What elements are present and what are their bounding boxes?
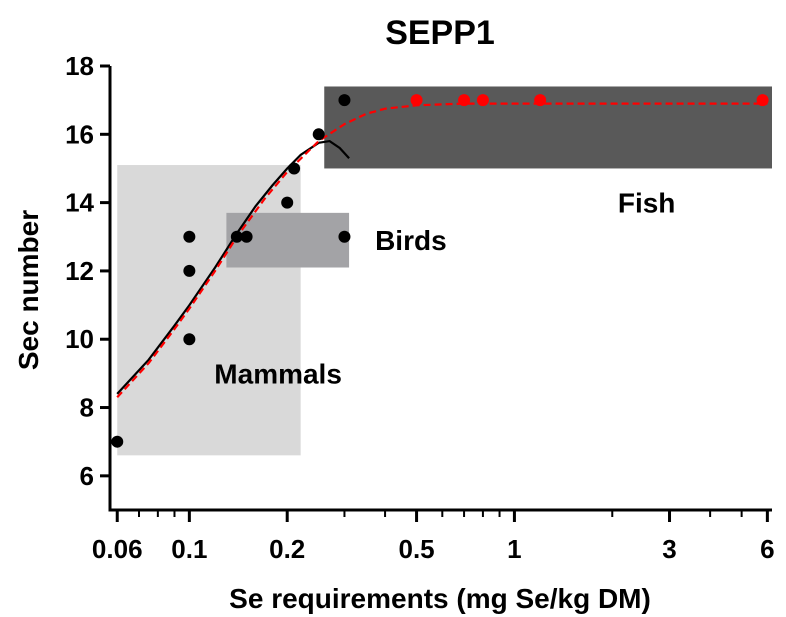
data-point-1-11 — [338, 230, 351, 243]
region-fish — [324, 86, 772, 169]
data-point-2-1 — [410, 94, 423, 107]
region-layer — [117, 86, 772, 456]
x-tick-layer: 0.06 0.1 0.2 0.5 1 3 6 — [92, 510, 775, 564]
chart-title: SEPP1 — [385, 14, 495, 52]
data-point-1-7 — [281, 196, 294, 209]
x-tick-label-6: 6 — [760, 534, 774, 564]
x-tick-label-0.06: 0.06 — [92, 534, 143, 564]
data-point-1-5 — [230, 230, 243, 243]
x-tick-label-3: 3 — [662, 534, 676, 564]
x-axis-label: Se requirements (mg Se/kg DM) — [229, 583, 651, 614]
region-label-fish: Fish — [618, 188, 676, 219]
x-tick-label-0.1: 0.1 — [171, 534, 207, 564]
data-point-2-5 — [756, 94, 769, 107]
data-point-1-6 — [240, 230, 253, 243]
data-point-1-9 — [312, 128, 325, 141]
data-point-layer — [111, 94, 769, 448]
region-label-layer: Mammals Birds Fish — [214, 188, 675, 390]
y-tick-label-12: 12 — [65, 256, 94, 286]
data-point-1-1 — [111, 435, 124, 448]
y-tick-layer: 6 8 10 12 14 16 18 — [65, 51, 110, 491]
y-tick-label-16: 16 — [65, 119, 94, 149]
data-point-1-2 — [183, 230, 196, 243]
x-tick-label-1: 1 — [507, 534, 521, 564]
y-tick-label-10: 10 — [65, 324, 94, 354]
axes: 6 8 10 12 14 16 18 0.06 0.1 0.2 0.5 1 3 6 — [65, 51, 775, 564]
y-axis-label: Sec number — [13, 210, 44, 370]
fit-curve-1 — [116, 139, 350, 395]
region-label-birds: Birds — [375, 225, 447, 256]
region-label-mammals: Mammals — [214, 358, 342, 389]
data-point-2-3 — [476, 94, 489, 107]
y-tick-label-18: 18 — [65, 51, 94, 81]
data-point-1-8 — [288, 162, 301, 175]
data-point-1-10 — [338, 94, 351, 107]
data-point-1-4 — [183, 333, 196, 346]
y-tick-label-8: 8 — [80, 393, 94, 423]
data-point-2-2 — [458, 94, 471, 107]
region-mammals — [117, 165, 301, 456]
y-tick-label-14: 14 — [65, 188, 94, 218]
data-point-2-4 — [534, 94, 547, 107]
x-tick-label-0.2: 0.2 — [269, 534, 305, 564]
data-point-1-3 — [183, 264, 196, 277]
x-tick-label-0.5: 0.5 — [398, 534, 434, 564]
y-tick-label-6: 6 — [80, 461, 94, 491]
